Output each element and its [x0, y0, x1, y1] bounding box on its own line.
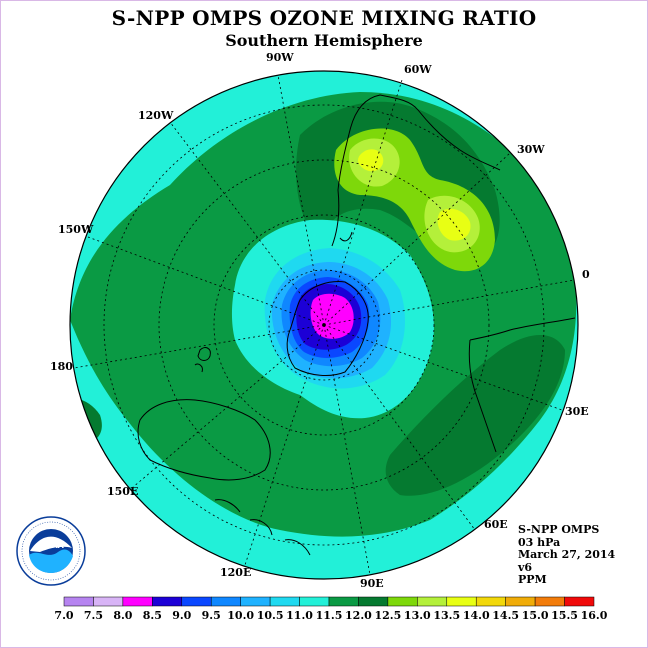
noaa-logo: NOAA: [16, 516, 86, 586]
colorbar-tick-label: 11.5: [316, 609, 343, 622]
colorbar-swatch: [417, 596, 448, 607]
colorbar-tick-label: 12.0: [345, 609, 372, 622]
contour-12-0-east: [385, 335, 565, 496]
colorbar-tick-label: 15.5: [551, 609, 578, 622]
lon-label-60e: 60E: [484, 518, 508, 531]
page-subtitle: Southern Hemisphere: [225, 31, 423, 50]
lon-label-90w: 90W: [266, 51, 294, 64]
colorbar-tick-label: 9.5: [202, 609, 221, 622]
lon-label-150e: 150E: [107, 485, 138, 498]
colorbar-tick-label: 9.0: [172, 609, 191, 622]
colorbar-swatch: [505, 596, 536, 607]
lon-label-60w: 60W: [404, 63, 432, 76]
lon-label-150w: 150W: [58, 223, 94, 236]
map-boundary: [69, 70, 579, 580]
lon-label-120w: 120W: [138, 109, 174, 122]
colorbar-tick-label: 13.5: [433, 609, 460, 622]
colorbar-swatch: [534, 596, 565, 607]
info-instrument: S-NPP OMPS: [518, 523, 600, 536]
lon-label-180: 180: [50, 360, 73, 373]
colorbar-tick-label: 10.5: [257, 609, 284, 622]
lon-label-120e: 120E: [220, 566, 251, 579]
colorbar-swatch: [299, 596, 330, 607]
colorbar-swatch: [152, 596, 183, 607]
info-date: March 27, 2014: [518, 548, 616, 561]
colorbar-tick-label: 7.5: [84, 609, 103, 622]
logo-text: NOAA: [38, 541, 64, 550]
info-units: PPM: [518, 573, 547, 586]
ozone-field: [70, 71, 578, 579]
page-title: S-NPP OMPS OZONE MIXING RATIO: [111, 6, 537, 30]
lon-label-30w: 30W: [517, 143, 545, 156]
colorbar-swatch: [564, 596, 595, 607]
colorbar-tick-label: 8.5: [143, 609, 162, 622]
lon-label-30e: 30E: [565, 405, 589, 418]
info-block: S-NPP OMPS 03 hPa March 27, 2014 v6 PPM: [518, 523, 616, 587]
info-level: 03 hPa: [518, 535, 561, 549]
colorbar-swatch: [358, 596, 389, 607]
colorbar-tick-label: 7.0: [54, 609, 73, 622]
contour-13-5-b: [437, 208, 471, 241]
contour-13-5-a: [358, 149, 384, 172]
colorbar-swatch: [181, 596, 212, 607]
colorbar-swatch: [240, 596, 271, 607]
colorbar: 7.0 7.5 8.0 8.5 9.0 9.5 10.0 10.5 11.0 11.5 12.0 12…: [54, 596, 608, 622]
colorbar-tick-label: 15.0: [522, 609, 549, 622]
lon-label-90e: 90E: [360, 577, 384, 590]
colorbar-tick-label: 11.0: [286, 609, 313, 622]
colorbar-swatch: [387, 596, 418, 607]
colorbar-swatch: [210, 596, 241, 607]
colorbar-swatch: [93, 596, 124, 607]
colorbar-tick-label: 13.0: [404, 609, 431, 622]
colorbar-swatch: [122, 596, 153, 607]
colorbar-tick-label: 14.5: [492, 609, 519, 622]
colorbar-tick-label: 16.0: [581, 609, 608, 622]
longitude-labels: 90W 60W 30W 0 30E 60E 90E 120E 150E 180 …: [50, 51, 590, 590]
colorbar-tick-label: 10.0: [227, 609, 254, 622]
lon-label-0: 0: [582, 268, 590, 281]
colorbar-swatch: [63, 596, 94, 607]
graticule: [73, 74, 575, 576]
colorbar-tick-label: 8.0: [113, 609, 132, 622]
colorbar-tick-label: 12.5: [374, 609, 401, 622]
contour-8-0: [310, 293, 354, 339]
colorbar-swatch: [269, 596, 300, 607]
info-version: v6: [518, 560, 533, 574]
colorbar-swatch: [446, 596, 477, 607]
colorbar-tick-label: 14.0: [463, 609, 490, 622]
colorbar-swatch: [328, 596, 359, 607]
colorbar-swatch: [475, 596, 506, 607]
